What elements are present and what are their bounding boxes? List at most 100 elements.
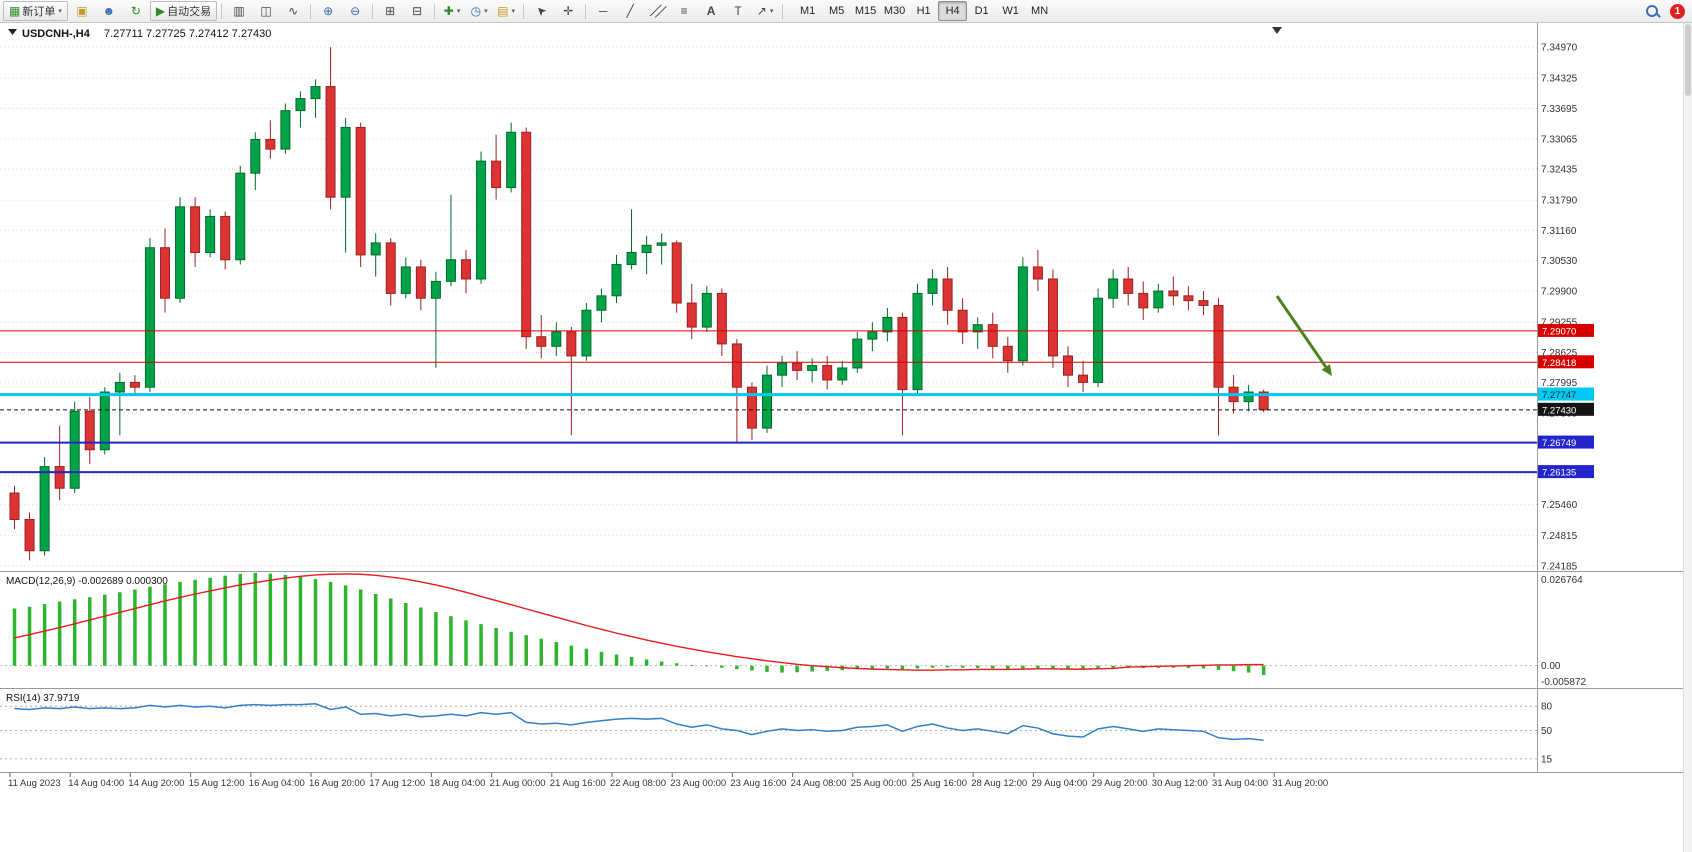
text-icon: A [706,4,716,18]
timeframe-m15-button[interactable]: M15 [854,5,877,17]
candle-body [777,362,788,376]
candle-body [1168,290,1179,297]
time-axis-label: 14 Aug 20:00 [128,778,184,789]
candle-body [671,242,682,304]
notification-badge[interactable]: 1 [1670,3,1685,19]
candle-body [626,252,637,266]
trend-arrow-head[interactable] [1321,364,1332,376]
fibonacci-button[interactable]: ≡ [671,1,697,21]
refresh-button[interactable]: ↻ [123,1,149,21]
candle-body [99,391,110,451]
autotrading-button[interactable]: ▶ 自动交易 [149,1,218,21]
price-axis-label: 7.25460 [1541,500,1578,511]
crosshair-button[interactable]: ✛ [555,1,581,21]
time-axis-label: 16 Aug 20:00 [309,778,365,789]
price-axis-area[interactable] [1537,22,1684,772]
label-tool-button[interactable]: T [725,1,751,21]
candle-body [1078,374,1089,383]
time-axis-label: 29 Aug 20:00 [1092,778,1148,789]
arrows-tool-button[interactable]: ↗ ▾ [752,1,778,21]
channel-button[interactable]: ╱╱ [644,1,670,21]
zoom-out-icon: ⊖ [350,4,361,18]
trend-arrow[interactable] [1275,295,1328,368]
search-icon [1646,5,1658,17]
trendline-button[interactable]: ╱ [617,1,643,21]
chart-window-button[interactable]: ▣ [69,1,95,21]
candle-body [1108,278,1119,299]
price-tag[interactable] [1538,435,1594,449]
horizontal-line-button[interactable]: ─ [590,1,616,21]
candle-body [1002,345,1013,362]
price-tag[interactable] [1538,387,1594,401]
price-axis-label: 7.29900 [1541,287,1578,298]
scrollbar-thumb[interactable] [1685,24,1691,96]
price-tag[interactable] [1538,465,1594,479]
cascade-windows-button[interactable]: ⊟ [404,1,430,21]
candlestick-icon: ◫ [260,4,272,18]
templates-button[interactable]: ▤ ▾ [493,1,519,21]
timeframe-d1-button[interactable]: D1 [974,5,989,17]
candle-body [731,343,742,388]
price-tag[interactable] [1538,402,1594,416]
market-watch-button[interactable]: ☻ [96,1,122,21]
toolbar-separator [310,3,312,19]
candle-body [521,131,532,338]
new-order-button[interactable]: ▦ 新订单 ▾ [3,1,68,21]
candle-body [445,259,456,282]
search-button[interactable] [1639,1,1665,21]
candle-body [235,172,246,261]
indicators-button[interactable]: ✚ ▾ [439,1,465,21]
candle-body [912,292,923,391]
timeframe-h4-button[interactable]: H4 [938,1,968,21]
candle-body [551,331,562,347]
time-axis-label: 23 Aug 16:00 [730,778,786,789]
candle-body [701,292,712,328]
price-axis-label: 7.29255 [1541,318,1578,329]
rsi-header: RSI(14) 37.9719 [6,693,80,704]
candle-body [807,365,818,371]
cursor-button[interactable]: ➤ [528,1,554,21]
bar-chart-button[interactable]: ▥ [226,1,252,21]
candle-body [611,264,622,297]
candle-body [596,295,607,311]
timeframe-m30-button[interactable]: M30 [883,5,906,17]
time-axis-area[interactable] [0,773,1537,791]
price-tag[interactable] [1538,355,1594,369]
candle-body [325,86,336,198]
timeframe-mn-button[interactable]: MN [1031,5,1049,17]
chart-canvas[interactable]: 7.34970 7.34325 7.33695 7.33065 7.32435 7.317… [0,22,1692,852]
tile-windows-button[interactable]: ⊞ [377,1,403,21]
timeframe-w1-button[interactable]: W1 [1002,5,1019,17]
candlestick-button[interactable]: ◫ [253,1,279,21]
candle-body [129,381,140,388]
price-tag-label: 7.27430 [1542,405,1576,416]
zoom-in-button[interactable]: ⊕ [315,1,341,21]
price-axis-label: 7.33695 [1541,104,1578,115]
time-axis-label: 23 Aug 00:00 [670,778,726,789]
price-tag[interactable] [1538,323,1594,337]
macd-signal-line [14,573,1264,671]
price-axis-label: 7.34325 [1541,74,1578,85]
toolbar-separator [782,3,784,19]
timeframe-m5-button[interactable]: M5 [828,5,845,17]
timeframe-m1-button[interactable]: M1 [799,5,816,17]
candle-body [1183,295,1194,302]
line-chart-button[interactable]: ∿ [280,1,306,21]
trendline-icon: ╱ [626,4,634,18]
shift-marker-icon [1272,27,1282,34]
candle-body [566,331,577,357]
candle-body [69,410,80,489]
text-tool-button[interactable]: A [698,1,724,21]
chart-symbol-label: USDCNH-,H4 [22,28,91,40]
timeframe-h1-button[interactable]: H1 [916,5,931,17]
zoom-out-button[interactable]: ⊖ [342,1,368,21]
candle-body [1213,304,1224,388]
periods-button[interactable]: ◷ ▾ [466,1,492,21]
price-axis-label: 7.34970 [1541,43,1578,54]
symbol-dropdown-icon[interactable] [8,29,17,35]
zoom-in-icon: ⊕ [323,4,334,18]
candle-body [746,386,757,429]
toolbar-separator [523,3,525,19]
price-tag-label: 7.28418 [1542,358,1576,369]
vertical-scrollbar[interactable] [1683,22,1692,852]
